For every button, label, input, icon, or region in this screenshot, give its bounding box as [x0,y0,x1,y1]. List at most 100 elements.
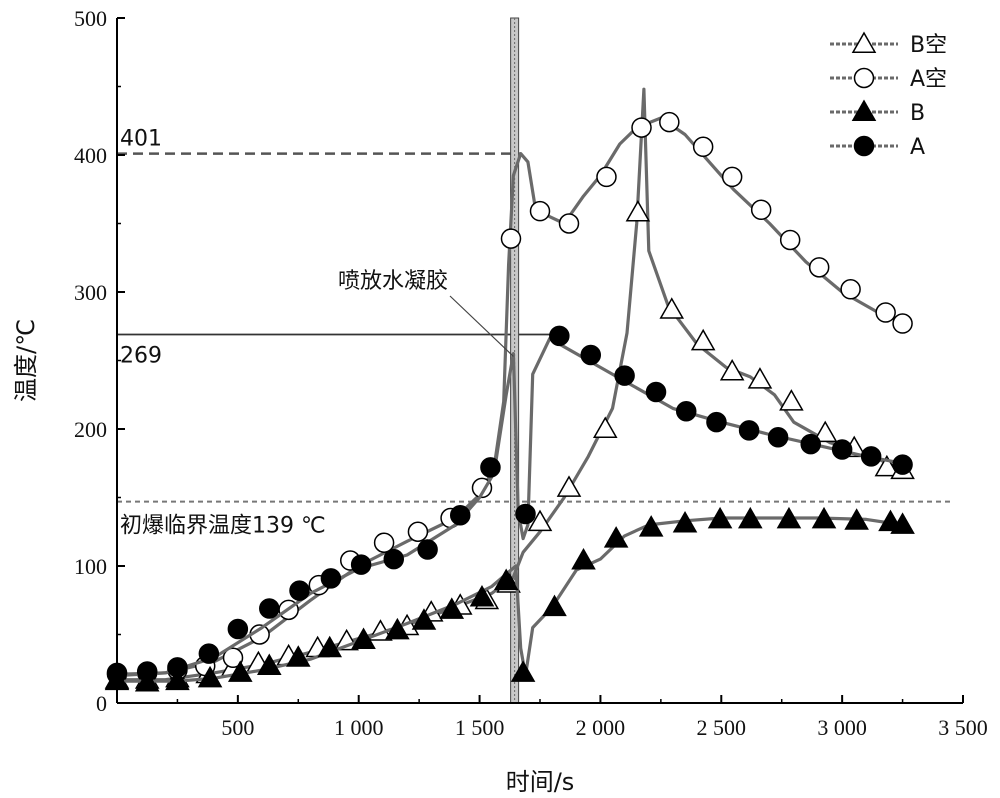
data-point [779,389,804,411]
spray-label: 喷放水凝胶 [338,269,448,294]
data-point [672,511,698,533]
y-tick-label: 0 [96,691,107,716]
peak-label: 401 [120,127,162,152]
legend-marker [853,67,875,89]
data-point [738,420,760,441]
series-layer [104,87,915,692]
data-point [350,554,372,575]
data-point [198,643,220,664]
data-point [645,381,667,403]
data-point [165,668,190,691]
legend-marker [851,31,877,53]
data-point [592,416,618,438]
data-point [373,532,395,553]
data-point [808,257,830,278]
data-point [529,200,551,222]
data-point [556,475,582,497]
data-point [874,454,900,477]
data-point [500,228,522,249]
data-point [692,136,714,158]
x-tick-label: 2 500 [697,715,747,740]
data-point [227,660,253,682]
data-point [411,608,437,630]
data-point [510,660,536,682]
annotations: 401 269 初爆临界温度139 ℃ 喷放水凝胶 [120,127,514,539]
legend-label: A [910,135,925,160]
legend-label: A空 [910,67,947,92]
data-point [659,111,680,133]
data-point [351,627,376,649]
data-point [259,598,280,619]
data-point [811,506,837,529]
data-point [776,506,802,529]
max-label: 269 [120,343,162,368]
data-point [449,505,471,526]
data-point [690,328,716,351]
data-point [719,358,745,381]
x-tick-label: 1 500 [455,715,505,740]
data-point [383,548,405,570]
y-tick-label: 300 [74,280,107,305]
data-point [675,400,697,422]
data-point [737,506,763,529]
data-point [197,665,223,688]
data-point [614,365,635,386]
data-point [480,457,501,478]
data-point [289,580,310,601]
data-point [892,313,913,334]
y-tick-label: 100 [74,554,107,579]
x-axis-title: 时间/s [506,768,575,796]
data-point [625,200,651,222]
data-point [706,411,727,433]
data-point [844,508,869,530]
data-point [721,166,743,188]
x-tick-label: 3 000 [817,715,867,740]
data-point [767,426,789,448]
data-point [603,526,629,548]
data-point [227,618,249,640]
data-point [136,661,158,682]
data-point [892,454,913,475]
data-point [747,367,773,389]
data-point [558,213,580,234]
data-point [875,302,896,323]
reference-lines [117,17,953,704]
y-axis-title: 温度/℃ [12,319,40,402]
data-point [542,594,567,617]
x-tick-label: 3 500 [938,715,988,740]
data-point [750,199,772,221]
data-point [812,420,838,443]
data-point [860,446,882,467]
legend-label: B空 [910,33,947,58]
legend-marker [853,135,875,157]
data-point [571,548,596,570]
data-point [631,117,652,138]
series-4 [106,325,913,684]
data-point [800,433,821,455]
data-point [890,512,915,534]
data-point [222,647,244,669]
axes: 500 1 000 1 500 2 000 2 500 3 000 3 500 0 100 200… [74,6,988,740]
spray-pointer [449,295,514,357]
data-point [580,344,602,366]
data-point [317,635,343,658]
legend-label: B [910,101,925,126]
data-point [527,509,553,532]
data-point [439,597,465,619]
y-tick-label: 200 [74,417,107,442]
data-point [707,506,733,529]
y-tick-label: 400 [74,143,107,168]
data-point [469,584,495,607]
data-point [596,166,617,188]
data-point [385,617,410,640]
threshold-label: 初爆临界温度139 ℃ [120,514,326,539]
x-tick-label: 2 000 [576,715,626,740]
data-point [407,521,429,542]
data-point [285,645,311,667]
data-point [493,568,519,591]
y-tick-label: 500 [74,6,107,31]
series-3 [104,506,915,692]
data-point [779,229,801,251]
data-point [840,279,861,300]
